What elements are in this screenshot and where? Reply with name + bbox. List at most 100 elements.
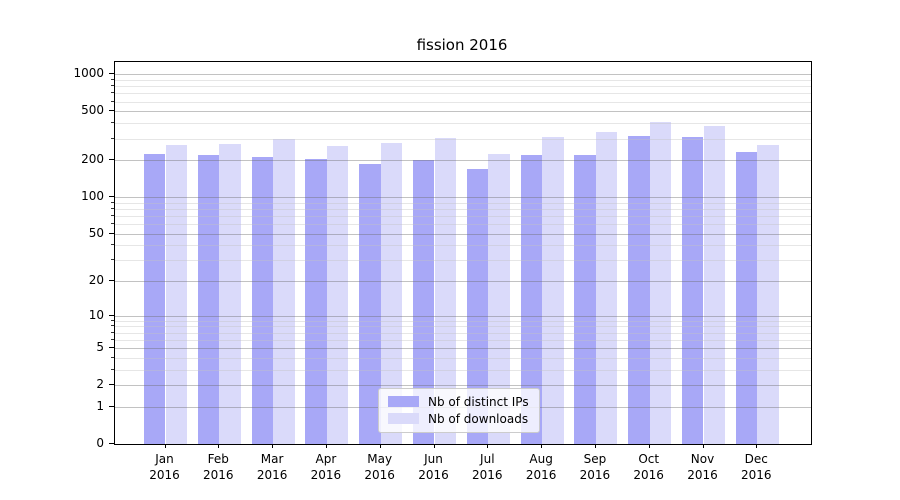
y-tick <box>109 384 114 386</box>
x-tick <box>541 444 543 448</box>
grid-minor-line <box>115 339 811 341</box>
y-minor-tick <box>111 319 114 321</box>
y-minor-tick <box>111 356 114 358</box>
grid-minor-line <box>115 245 811 247</box>
y-tick <box>109 443 114 444</box>
y-minor-tick <box>111 201 114 203</box>
grid-major-line <box>115 111 811 113</box>
x-tick <box>702 444 704 448</box>
y-minor-tick <box>111 338 114 340</box>
y-tick <box>109 110 114 112</box>
bar-downloads <box>649 122 672 444</box>
grid-major-line <box>115 315 811 317</box>
bar-downloads <box>380 143 403 444</box>
y-tick <box>109 347 114 349</box>
bar-distinct-ips <box>466 168 489 444</box>
x-tick <box>164 444 166 448</box>
grid-major-line <box>115 281 811 283</box>
y-tick-label: 2 <box>96 377 104 392</box>
x-tick-label: Jun 2016 <box>418 452 449 482</box>
bar-distinct-ips <box>574 155 596 444</box>
grid-minor-line <box>115 138 811 140</box>
x-tick-label: Sep 2016 <box>579 452 611 482</box>
grid-minor-line <box>115 332 811 334</box>
bar-distinct-ips <box>197 154 220 444</box>
plot-area <box>114 61 812 445</box>
y-tick-label: 200 <box>81 152 104 167</box>
y-tick-label: 500 <box>81 103 104 118</box>
legend: Nb of distinct IPs Nb of downloads <box>378 388 540 433</box>
legend-label: Nb of distinct IPs <box>428 394 529 409</box>
legend-label: Nb of downloads <box>428 411 529 426</box>
x-tick <box>272 444 274 448</box>
legend-row: Nb of downloads <box>388 410 529 427</box>
y-tick-label: 1000 <box>73 66 104 81</box>
grid-major-line <box>115 348 811 350</box>
x-tick <box>433 444 435 448</box>
x-tick-label: Apr 2016 <box>310 452 342 482</box>
y-tick <box>109 314 114 316</box>
y-tick <box>109 405 114 407</box>
grid-minor-line <box>115 80 811 81</box>
x-tick <box>325 444 327 448</box>
bar-distinct-ips <box>520 154 543 444</box>
y-tick-label: 5 <box>96 340 104 355</box>
x-tick-label: Mar 2016 <box>256 452 288 482</box>
bar-distinct-ips <box>305 158 327 444</box>
x-tick <box>218 444 220 448</box>
x-tick-label: Aug 2016 <box>525 452 557 482</box>
grid-major-line <box>115 74 811 76</box>
grid-minor-line <box>115 357 811 359</box>
bar-downloads <box>326 145 349 444</box>
grid-major-line <box>115 160 811 162</box>
grid-minor-line <box>115 202 811 204</box>
y-tick <box>109 232 114 234</box>
y-minor-tick <box>111 325 114 327</box>
bar-downloads <box>542 137 564 444</box>
x-tick <box>756 444 758 448</box>
x-tick <box>594 444 596 448</box>
x-tick-label: Jul 2016 <box>472 452 503 482</box>
legend-swatch-distinct-ips <box>388 396 419 407</box>
grid-minor-line <box>115 208 811 210</box>
x-tick <box>648 444 650 448</box>
y-minor-tick <box>111 214 114 216</box>
x-tick <box>379 444 381 448</box>
y-tick-label: 100 <box>81 189 104 204</box>
legend-row: Nb of distinct IPs <box>388 393 529 410</box>
x-tick-label: Jan 2016 <box>149 452 180 482</box>
grid-minor-line <box>115 320 811 322</box>
bar-downloads <box>757 144 779 444</box>
y-minor-tick <box>111 368 114 370</box>
bar-downloads <box>703 126 726 444</box>
y-minor-tick <box>111 122 114 124</box>
bar-downloads <box>219 144 241 444</box>
y-minor-tick <box>111 100 114 102</box>
y-tick <box>109 73 114 75</box>
bar-downloads <box>434 137 457 444</box>
bar-distinct-ips <box>681 137 704 444</box>
y-tick-label: 20 <box>88 273 104 288</box>
grid-major-line <box>115 385 811 387</box>
y-tick-label: 0 <box>96 436 104 450</box>
y-minor-tick <box>111 244 114 246</box>
y-tick-label: 1 <box>96 398 104 413</box>
y-minor-tick <box>111 207 114 209</box>
grid-minor-line <box>115 369 811 371</box>
bar-downloads <box>273 138 295 444</box>
y-minor-tick <box>111 259 114 261</box>
bar-distinct-ips <box>628 135 650 444</box>
legend-swatch-downloads <box>388 413 419 424</box>
grid-major-line <box>115 233 811 235</box>
y-minor-tick <box>111 79 114 80</box>
x-tick <box>487 444 489 448</box>
y-minor-tick <box>111 137 114 139</box>
grid-minor-line <box>115 101 811 103</box>
x-tick-label: May 2016 <box>364 452 395 482</box>
y-minor-tick <box>111 331 114 333</box>
bar-downloads <box>488 154 510 444</box>
bar-downloads <box>595 131 618 444</box>
grid-minor-line <box>115 215 811 217</box>
grid-minor-line <box>115 326 811 328</box>
